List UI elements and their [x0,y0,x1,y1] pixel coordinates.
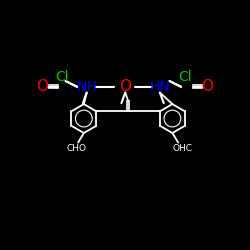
Text: O: O [36,79,48,94]
Text: OHC: OHC [172,144,192,153]
Text: O: O [201,79,213,94]
Text: NH: NH [76,80,97,94]
Text: HN: HN [150,80,170,94]
Text: CHO: CHO [66,144,86,153]
Text: Cl: Cl [178,70,192,84]
Text: Cl: Cl [55,70,68,84]
Text: O: O [119,79,131,94]
